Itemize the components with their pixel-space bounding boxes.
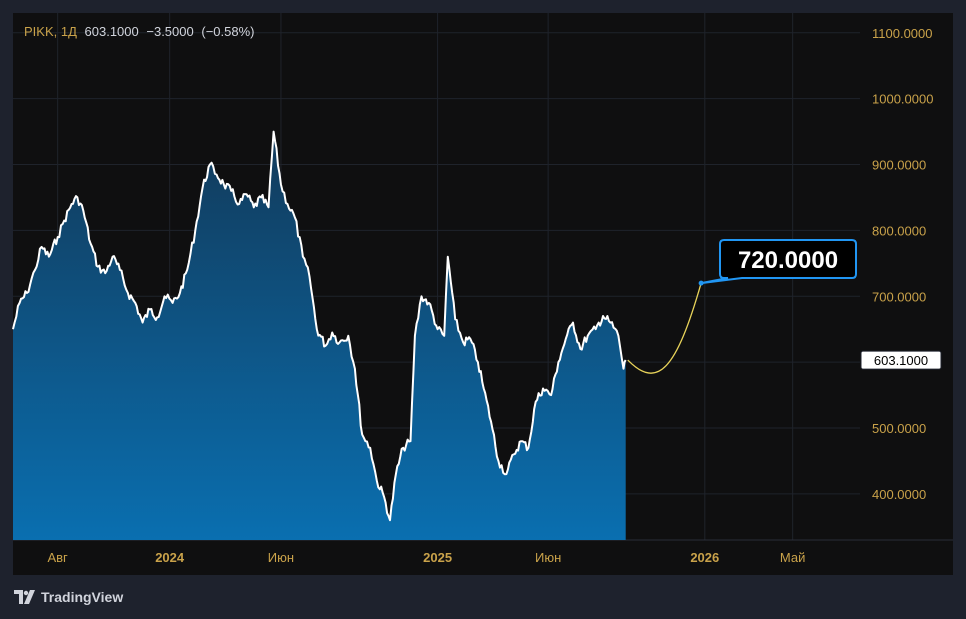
last-price-label: 603.1000 [874,353,928,368]
price-area [12,130,627,540]
y-tick-label: 1100.0000 [872,26,933,41]
y-tick-label: 900.0000 [872,158,926,173]
last-price: 603.1000 [84,24,139,39]
y-tick-label: 800.0000 [872,223,926,238]
x-tick-label: Авг [47,550,68,565]
x-tick-label: 2025 [423,550,452,565]
price-line [12,130,627,522]
price-axis[interactable]: 1100.0000 1000.0000 900.0000 800.0000 700.00… [872,26,933,502]
x-tick-label: 2026 [690,550,719,565]
y-tick-label: 400.0000 [872,487,926,502]
target-callout-label: 720.0000 [738,247,838,274]
projection-curve [627,282,702,374]
x-tick-label: Май [780,550,805,565]
symbol-legend[interactable]: PIKK, 1Д 603.1000 −3.5000 (−0.58%) [24,24,254,39]
x-tick-label: 2024 [155,550,185,565]
x-tick-label: Июн [535,550,561,565]
price-change-percent: (−0.58%) [201,24,255,39]
tradingview-logo-icon [14,590,35,604]
last-price-marker: 603.1000 [860,350,942,370]
symbol-name: PIKK, 1Д [24,24,77,39]
last-price-badge [860,350,942,370]
x-tick-label: Июн [268,550,294,565]
target-callout[interactable] [700,239,857,285]
price-change: −3.5000 [146,24,194,39]
logo-text: TradingView [41,589,124,605]
y-tick-label: 1000.0000 [872,92,933,107]
tradingview-logo[interactable]: TradingView [14,589,123,605]
y-tick-label: 500.0000 [872,421,926,436]
time-axis[interactable]: Авг 2024 Июн 2025 Июн 2026 Май [47,550,805,565]
projection: 720.0000 [627,239,857,374]
y-tick-label: 700.0000 [872,289,926,304]
